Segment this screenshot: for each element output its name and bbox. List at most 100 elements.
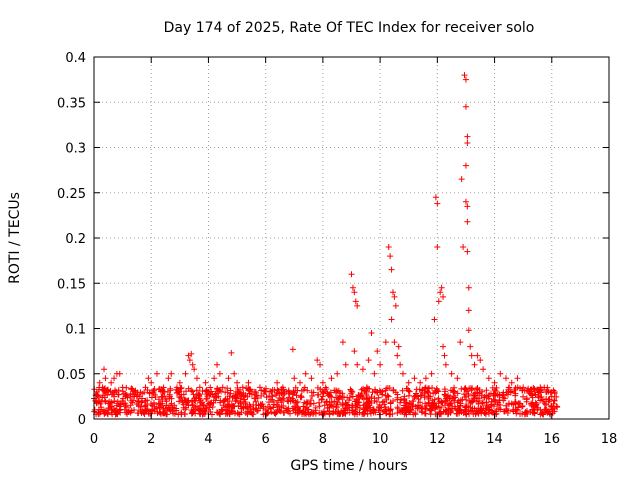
data-point xyxy=(248,409,255,416)
data-point xyxy=(521,387,528,394)
data-point xyxy=(338,407,345,414)
data-point xyxy=(460,410,467,417)
data-point xyxy=(511,387,518,394)
data-point xyxy=(102,375,109,382)
data-point xyxy=(145,375,152,382)
data-point xyxy=(327,389,334,396)
data-point xyxy=(483,399,490,406)
data-point xyxy=(508,379,515,386)
data-point xyxy=(551,397,558,404)
data-point xyxy=(188,350,195,357)
data-point xyxy=(141,389,148,396)
data-point xyxy=(451,384,458,391)
data-point xyxy=(448,400,455,407)
data-point xyxy=(247,403,254,410)
data-point xyxy=(469,398,476,405)
data-point xyxy=(521,411,528,418)
data-point xyxy=(298,387,305,394)
data-point xyxy=(466,411,473,418)
data-point xyxy=(263,394,270,401)
data-point xyxy=(505,407,512,414)
data-point xyxy=(266,404,273,411)
data-point xyxy=(318,396,325,403)
data-point xyxy=(419,409,426,416)
data-point xyxy=(135,401,142,408)
data-point xyxy=(427,406,434,413)
data-point xyxy=(360,406,367,413)
data-point xyxy=(448,370,455,377)
data-point xyxy=(351,410,358,417)
data-point xyxy=(388,266,395,273)
data-point xyxy=(431,316,438,323)
data-point xyxy=(165,375,172,382)
data-point xyxy=(228,401,235,408)
data-point xyxy=(275,403,282,410)
data-point xyxy=(342,410,349,417)
data-point xyxy=(538,393,545,400)
data-point xyxy=(224,403,231,410)
data-point xyxy=(192,398,199,405)
data-point xyxy=(462,76,469,83)
data-point xyxy=(212,397,219,404)
data-point xyxy=(165,404,172,411)
data-point xyxy=(189,408,196,415)
data-point xyxy=(93,388,100,395)
data-point xyxy=(548,403,555,410)
data-point xyxy=(215,393,222,400)
data-point xyxy=(368,330,375,337)
data-point xyxy=(310,410,317,417)
data-point xyxy=(428,370,435,377)
data-point xyxy=(462,198,469,205)
data-point xyxy=(257,401,264,408)
data-point xyxy=(214,361,221,368)
data-point xyxy=(468,352,475,359)
data-point xyxy=(520,384,527,391)
x-tick-label: 2 xyxy=(147,432,155,447)
data-point xyxy=(101,410,108,417)
chart-title: Day 174 of 2025, Rate Of TEC Index for r… xyxy=(164,20,535,36)
data-point xyxy=(461,72,468,79)
data-point xyxy=(497,402,504,409)
data-point xyxy=(111,398,118,405)
data-point xyxy=(205,388,212,395)
data-point xyxy=(111,375,118,382)
data-point xyxy=(478,405,485,412)
data-point xyxy=(462,404,469,411)
data-point xyxy=(524,407,531,414)
data-point xyxy=(354,361,361,368)
data-point xyxy=(425,389,432,396)
x-tick-label: 16 xyxy=(544,432,561,447)
data-point xyxy=(409,398,416,405)
data-point xyxy=(323,398,330,405)
data-point xyxy=(359,366,366,373)
data-point xyxy=(491,397,498,404)
data-point xyxy=(349,393,356,400)
x-tick-label: 18 xyxy=(601,432,618,447)
data-point xyxy=(231,370,238,377)
data-point xyxy=(443,397,450,404)
data-point xyxy=(492,392,499,399)
data-point xyxy=(308,375,315,382)
data-point xyxy=(537,397,544,404)
data-point xyxy=(193,403,200,410)
data-points xyxy=(91,72,561,418)
data-point xyxy=(464,133,471,140)
data-point xyxy=(405,392,412,399)
data-point xyxy=(289,346,296,353)
data-point xyxy=(115,387,122,394)
data-point xyxy=(437,410,444,417)
data-point xyxy=(367,410,374,417)
data-point xyxy=(263,406,270,413)
data-point xyxy=(319,379,326,386)
data-point xyxy=(483,387,490,394)
data-point xyxy=(430,390,437,397)
data-point xyxy=(106,398,113,405)
data-point xyxy=(457,402,464,409)
data-point xyxy=(141,411,148,418)
data-point xyxy=(151,408,158,415)
data-point xyxy=(202,379,209,386)
data-point xyxy=(432,406,439,413)
data-point xyxy=(387,253,394,260)
data-point xyxy=(344,406,351,413)
data-point xyxy=(319,393,326,400)
